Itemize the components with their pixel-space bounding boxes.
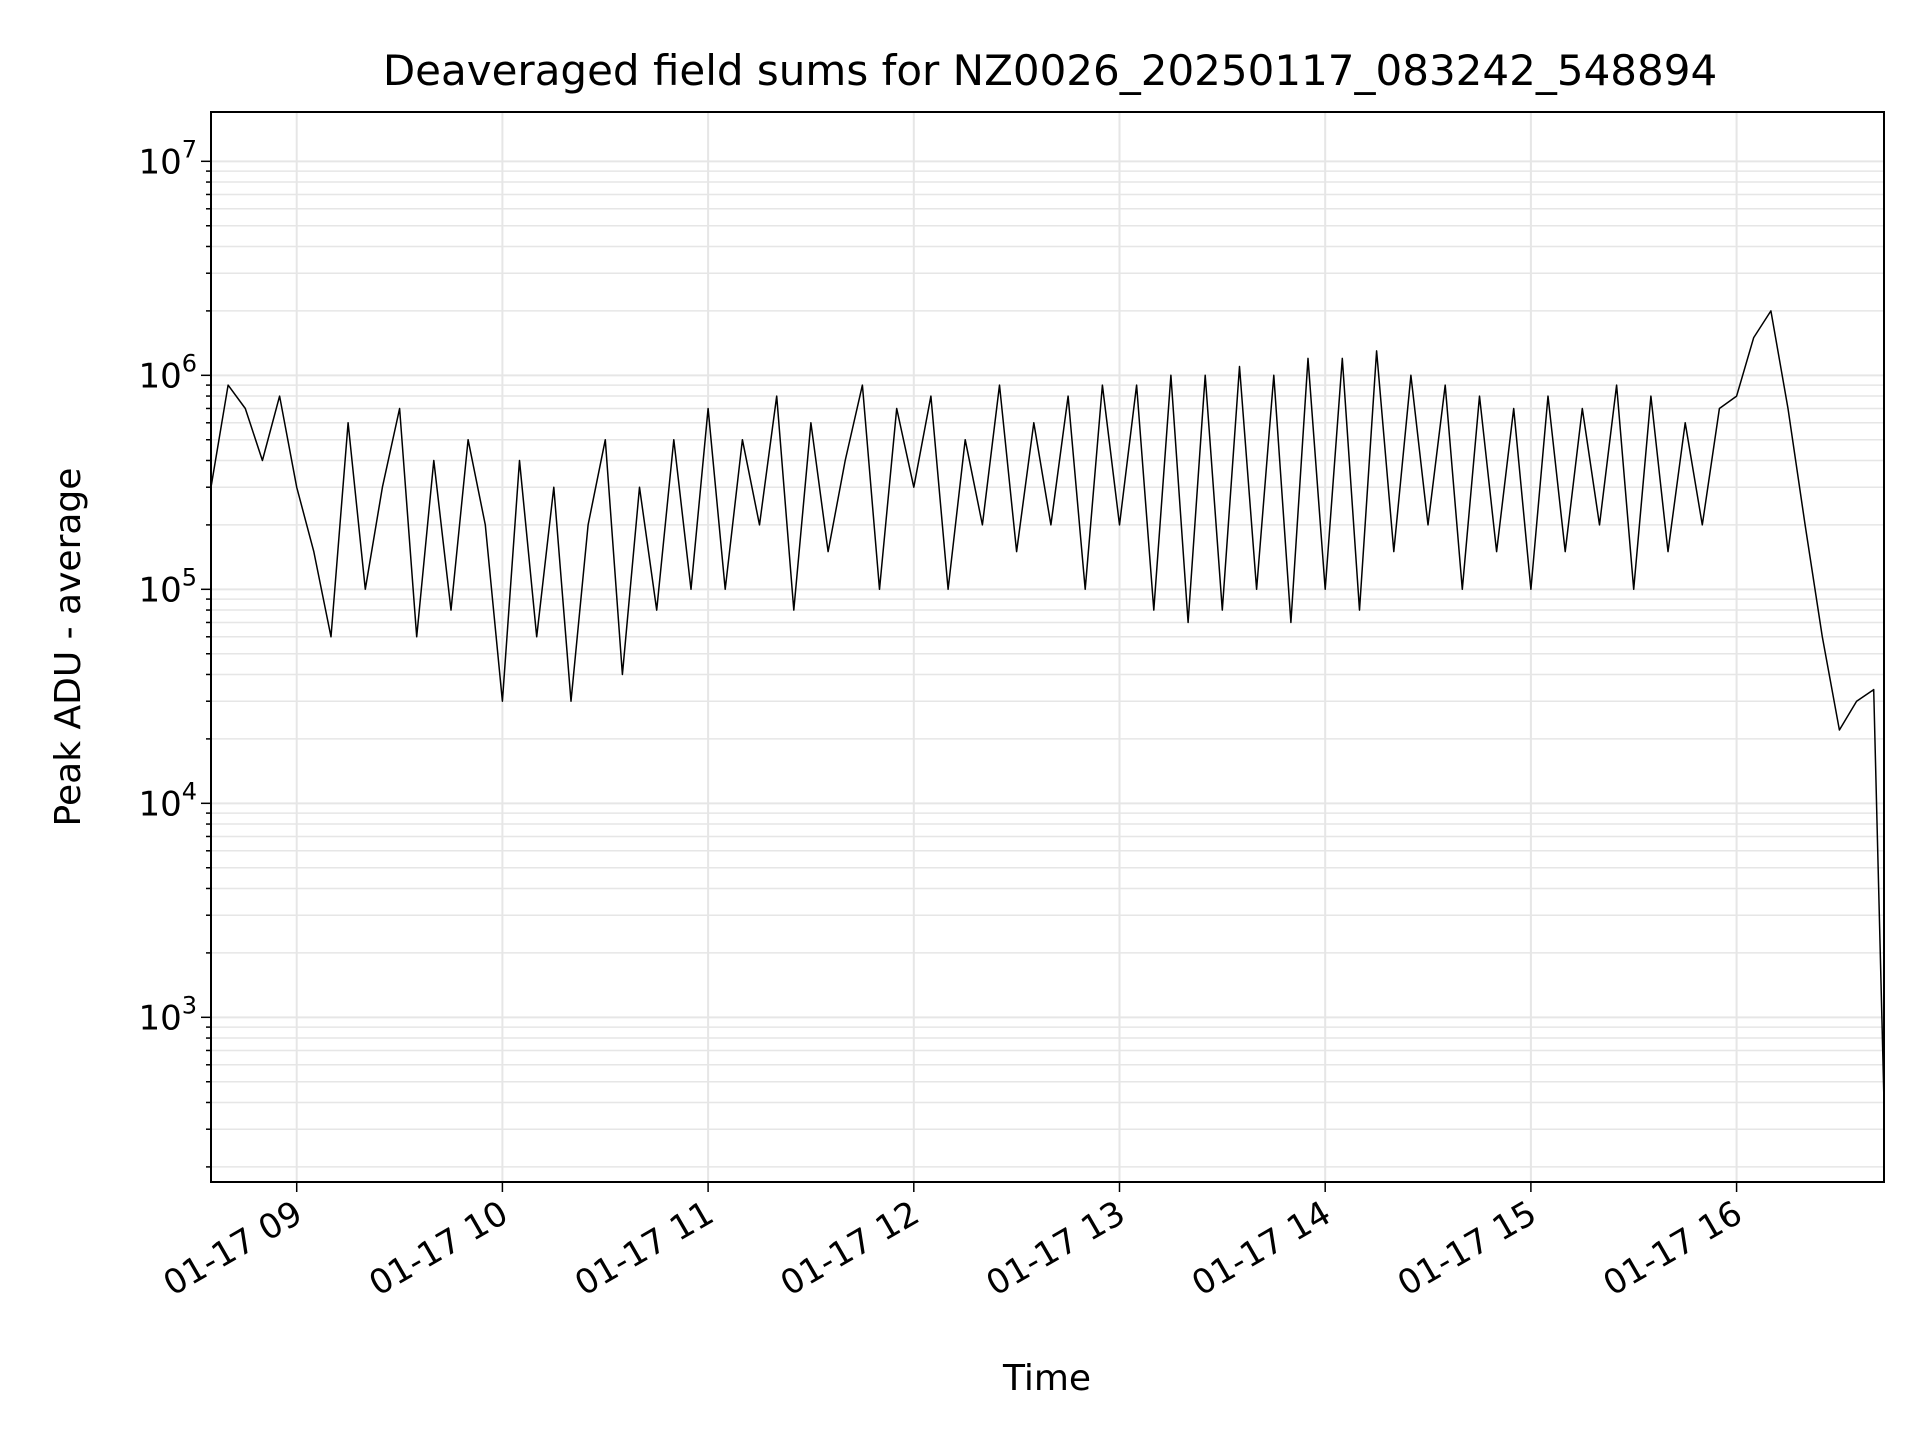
y-tick-label: 107 xyxy=(138,135,197,182)
x-tick-label: 01-17 14 xyxy=(1185,1193,1337,1304)
x-tick-label: 01-17 09 xyxy=(157,1193,309,1304)
x-tick-label: 01-17 11 xyxy=(568,1193,720,1304)
plot-frame xyxy=(210,111,1885,1183)
y-tick-label: 103 xyxy=(138,991,197,1038)
x-tick-label: 01-17 13 xyxy=(980,1193,1132,1304)
x-tick-label: 01-17 12 xyxy=(774,1193,926,1304)
x-axis-label: Time xyxy=(1002,1358,1091,1399)
y-tick-label: 104 xyxy=(138,777,197,824)
series xyxy=(210,310,1885,1103)
x-tick-label: 01-17 15 xyxy=(1391,1193,1543,1304)
x-tick-label: 01-17 16 xyxy=(1597,1193,1749,1304)
y-axis-label: Peak ADU - average xyxy=(48,468,89,827)
series-line xyxy=(210,310,1885,1103)
chart-title: Deaveraged field sums for NZ0026_2025011… xyxy=(383,46,1717,95)
y-tick-label: 105 xyxy=(138,563,197,610)
x-tick-label: 01-17 10 xyxy=(363,1193,515,1304)
grid xyxy=(211,112,1884,1182)
y-tick-label: 106 xyxy=(138,349,197,396)
